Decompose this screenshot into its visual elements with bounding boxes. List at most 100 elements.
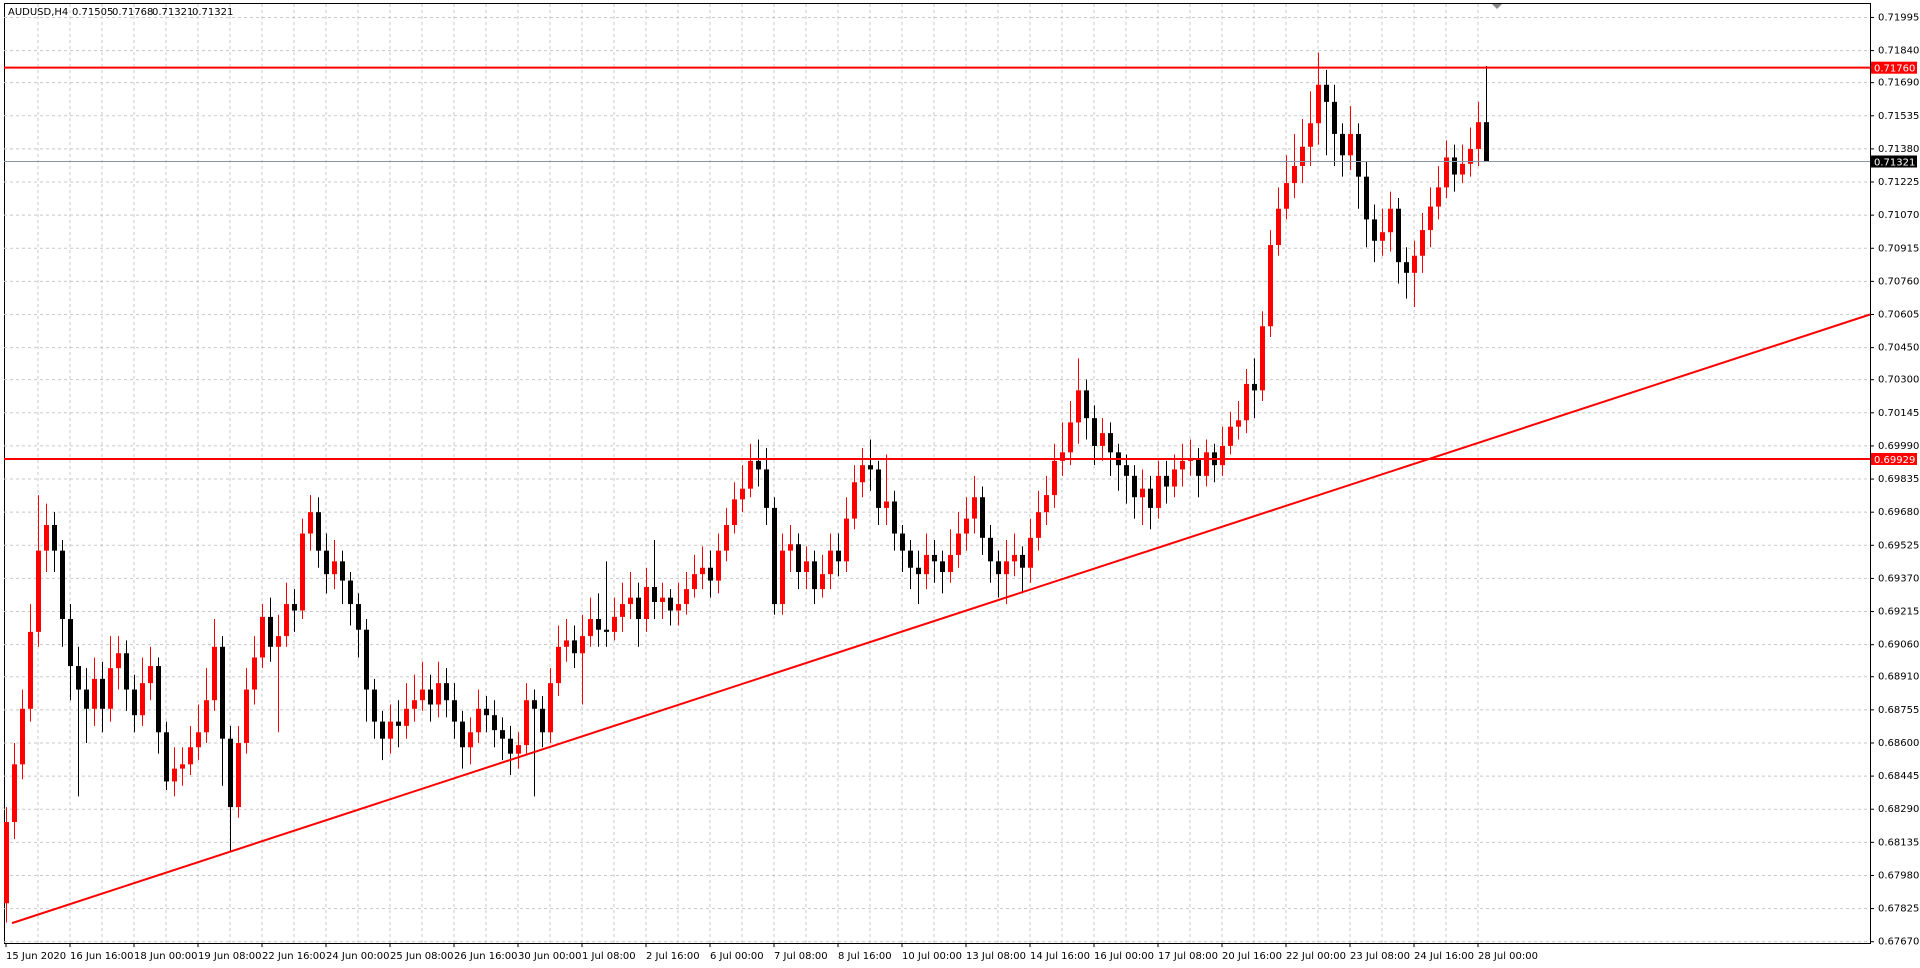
- y-tick-label: 0.71380: [1878, 144, 1919, 155]
- candle-body: [268, 616, 273, 647]
- candle-body: [1420, 230, 1425, 256]
- candle-body: [1044, 495, 1049, 513]
- candle-body: [436, 683, 441, 705]
- level-label: 0.71760: [1874, 64, 1915, 75]
- candle-body: [452, 700, 457, 722]
- candle-body: [396, 721, 401, 726]
- candle-body: [356, 604, 361, 630]
- candle-body: [44, 525, 49, 551]
- candle-body: [716, 550, 721, 581]
- candle-body: [564, 640, 569, 647]
- candle-body: [932, 554, 937, 562]
- candle-body: [1436, 187, 1441, 207]
- y-tick-label: 0.67980: [1878, 870, 1919, 881]
- x-tick-label: 22 Jun 16:00: [262, 951, 326, 962]
- candle-body: [84, 689, 89, 709]
- x-tick-label: 24 Jul 16:00: [1414, 951, 1474, 962]
- marks: [4, 52, 1489, 923]
- y-tick-label: 0.69525: [1878, 540, 1919, 551]
- y-tick-label: 0.69060: [1878, 640, 1919, 651]
- candle-body: [724, 525, 729, 551]
- candle-body: [1332, 101, 1337, 134]
- x-tick-label: 1 Jul 08:00: [582, 951, 636, 962]
- y-tick-label: 0.70145: [1878, 408, 1919, 419]
- candle-body: [988, 537, 993, 562]
- candle-body: [1324, 84, 1329, 102]
- y-tick-label: 0.71535: [1878, 111, 1919, 122]
- candle-body: [164, 732, 169, 782]
- level-tag: [1871, 61, 1917, 74]
- candle-body: [940, 561, 945, 573]
- candle-body: [1156, 475, 1161, 508]
- candle-body: [460, 721, 465, 748]
- candle-body: [1260, 326, 1265, 391]
- candle-body: [652, 586, 657, 602]
- candle-body: [276, 636, 281, 647]
- candle-body: [116, 653, 121, 669]
- candle-body: [908, 550, 913, 568]
- candle-body: [404, 708, 409, 726]
- candle-body: [1484, 122, 1489, 162]
- candle-body: [1036, 512, 1041, 538]
- candle-body: [508, 738, 513, 754]
- candle-body: [788, 544, 793, 551]
- y-tick-label: 0.68910: [1878, 672, 1919, 683]
- candle-body: [1292, 165, 1297, 184]
- x-tick-label: 2 Jul 16:00: [646, 951, 700, 962]
- bid-tag: [1871, 155, 1917, 168]
- candle-body: [212, 646, 217, 701]
- candle-body: [1348, 133, 1353, 156]
- candle-body: [1444, 157, 1449, 188]
- candle-body: [444, 683, 449, 701]
- y-tick-label: 0.69990: [1878, 441, 1919, 452]
- candle-body: [884, 501, 889, 508]
- candle-body: [1204, 452, 1209, 476]
- candle-body: [1356, 133, 1361, 177]
- candle-body: [500, 730, 505, 739]
- overlay: 0.71760 0.69929 0.71321: [4, 61, 1917, 925]
- y-tick-label: 0.71840: [1878, 46, 1919, 57]
- x-tick-label: 24 Jun 00:00: [326, 951, 390, 962]
- candle-body: [348, 580, 353, 605]
- candle-body: [340, 561, 345, 581]
- candle-body: [308, 512, 313, 534]
- x-tick-label: 10 Jul 00:00: [902, 951, 962, 962]
- header-high: 0.71768: [112, 7, 153, 18]
- x-tick-label: 23 Jul 08:00: [1350, 951, 1410, 962]
- y-tick-label: 0.67670: [1878, 937, 1919, 948]
- x-tick-label: 14 Jul 16:00: [1030, 951, 1090, 962]
- candle-body: [1316, 84, 1321, 124]
- x-tick-label: 30 Jun 00:00: [518, 951, 582, 962]
- candle-body: [748, 460, 753, 489]
- candle-body: [1252, 383, 1257, 391]
- candle-body: [948, 554, 953, 573]
- candle-body: [532, 700, 537, 709]
- candle-body: [244, 689, 249, 743]
- candle-body: [1476, 122, 1481, 149]
- candle-body: [1084, 390, 1089, 419]
- y-tick-label: 0.70300: [1878, 375, 1919, 386]
- candle-body: [972, 497, 977, 519]
- candle-body: [772, 507, 777, 605]
- y-tick-label: 0.69680: [1878, 507, 1919, 518]
- candle-body: [324, 550, 329, 575]
- x-tick-label: 25 Jun 08:00: [390, 951, 454, 962]
- candle-body: [132, 689, 137, 716]
- candle-body: [1060, 452, 1065, 461]
- candle-body: [604, 629, 609, 632]
- candle-body: [492, 715, 497, 731]
- candle-body: [836, 550, 841, 562]
- candle-body: [1012, 554, 1017, 562]
- candle-body: [1428, 206, 1433, 231]
- y-tick-label: 0.68135: [1878, 837, 1919, 848]
- candle-body: [964, 518, 969, 534]
- candle-body: [684, 589, 689, 605]
- y-tick-label: 0.71690: [1878, 78, 1919, 89]
- candle-body: [1004, 561, 1009, 575]
- candle-body: [92, 678, 97, 709]
- candle-body: [612, 616, 617, 632]
- y-tick-label: 0.71995: [1878, 12, 1919, 23]
- candle-body: [196, 732, 201, 748]
- candle-body: [388, 721, 393, 739]
